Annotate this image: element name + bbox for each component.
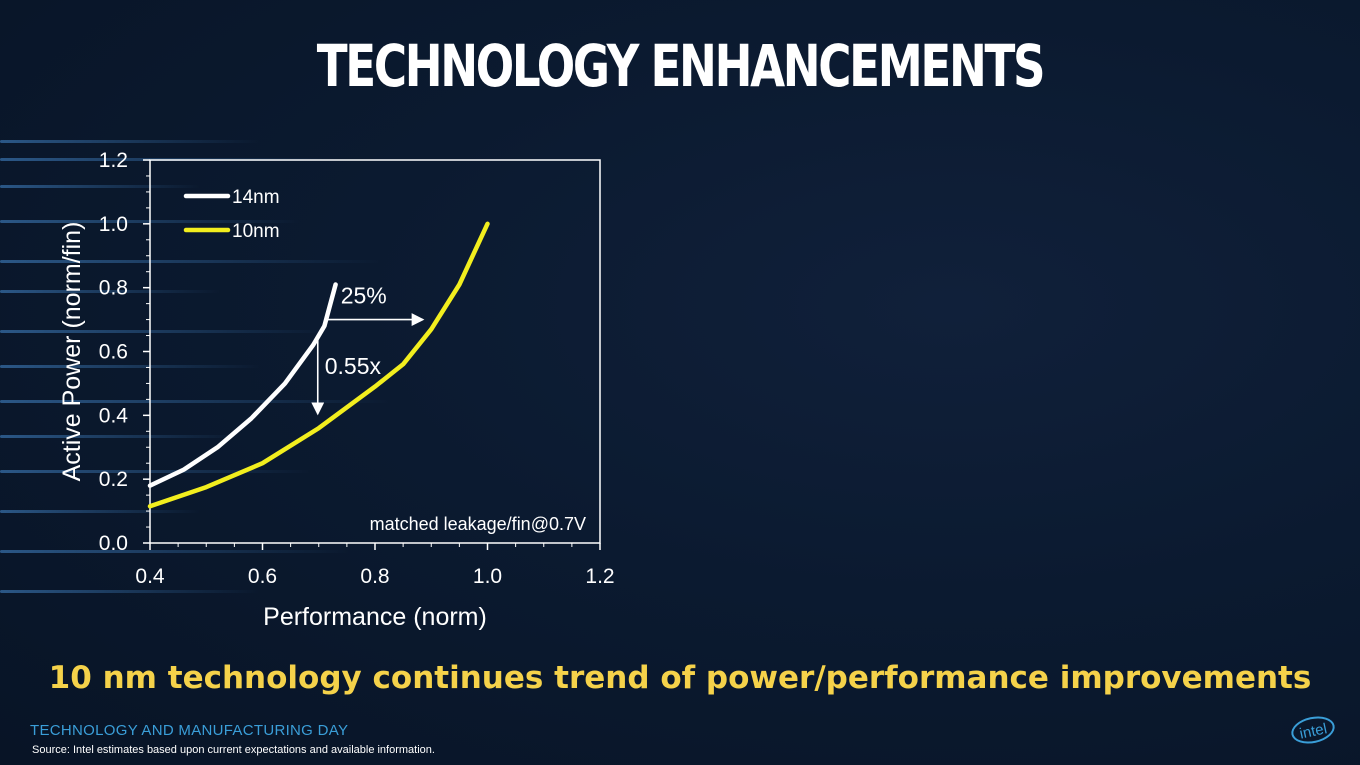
y-tick-label: 0.8 xyxy=(99,277,128,300)
legend-label-10nm: 10nm xyxy=(232,221,280,242)
slide-subtitle: 10 nm technology continues trend of powe… xyxy=(48,660,1312,696)
chart-note: matched leakage/fin@0.7V xyxy=(370,514,586,534)
plot-frame xyxy=(149,159,601,544)
power-reduction-label: 0.55x xyxy=(325,353,382,379)
source-note: Source: Intel estimates based upon curre… xyxy=(32,744,435,756)
y-axis-label: Active Power (norm/fin) xyxy=(58,222,86,482)
series-line-14nm xyxy=(147,282,338,488)
y-tick-label: 0.6 xyxy=(99,341,128,364)
event-name: TECHNOLOGY AND MANUFACTURING DAY xyxy=(30,722,349,739)
legend-label-14nm: 14nm xyxy=(232,187,280,208)
perf-gain-label: 25% xyxy=(341,283,387,309)
y-tick-label: 0.2 xyxy=(99,468,128,491)
x-tick-label: 0.4 xyxy=(135,565,165,588)
x-axis-label: Performance (norm) xyxy=(263,603,487,631)
page-title: TECHNOLOGY ENHANCEMENTS xyxy=(316,32,1046,100)
x-tick-label: 1.0 xyxy=(473,565,502,588)
y-tick-label: 0.0 xyxy=(99,532,128,555)
series-line-10nm xyxy=(147,221,490,509)
power-performance-chart: 0.4 0.6 0.8 1.0 1.2 0.0 0.2 0.4 0.6 0.8 1.0 1.2 Perf… xyxy=(58,149,614,631)
y-tick-label: 1.2 xyxy=(99,149,128,172)
x-tick-label: 1.2 xyxy=(585,565,614,588)
intel-logo: intel xyxy=(1288,712,1338,748)
y-tick-label: 1.0 xyxy=(99,213,128,236)
y-tick-label: 0.4 xyxy=(99,404,129,427)
x-tick-label: 0.6 xyxy=(248,565,277,588)
x-tick-label: 0.8 xyxy=(360,565,389,588)
